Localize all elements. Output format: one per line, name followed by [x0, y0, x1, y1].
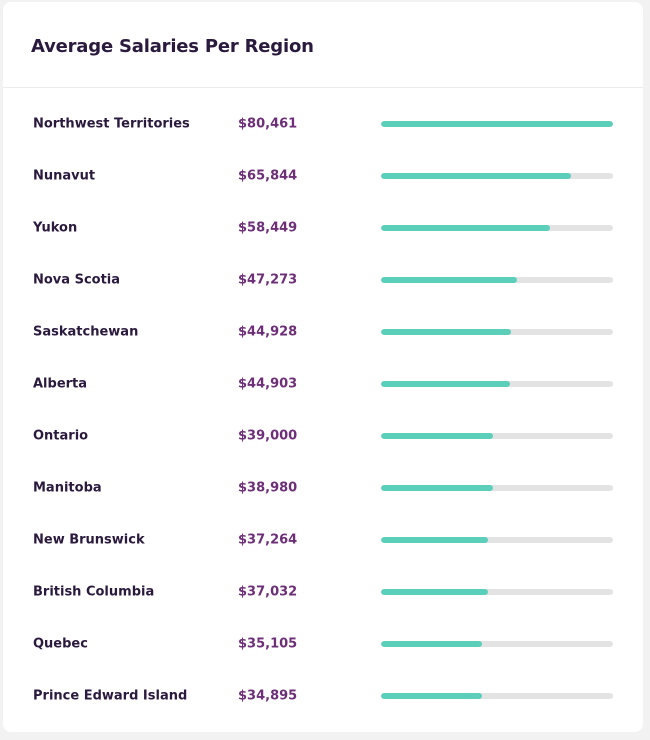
salary-bar-track: [381, 173, 613, 179]
salary-row: Northwest Territories $80,461: [3, 98, 643, 150]
salary-value: $44,928: [238, 324, 298, 340]
card-header: Average Salaries Per Region: [3, 2, 643, 88]
region-label: Nunavut: [33, 168, 96, 184]
salary-bar: [381, 173, 571, 179]
salary-bar: [381, 589, 488, 595]
salary-bar: [381, 537, 489, 543]
salary-value: $34,895: [238, 688, 298, 704]
salary-bar: [381, 381, 511, 387]
salary-row: Prince Edward Island $34,895: [3, 670, 643, 722]
salary-value: $80,461: [238, 116, 298, 132]
region-label: Nova Scotia: [33, 272, 121, 288]
salary-bar: [381, 329, 511, 335]
region-label: Northwest Territories: [33, 116, 190, 132]
salary-row: Yukon $58,449: [3, 202, 643, 254]
region-label: Saskatchewan: [33, 324, 139, 340]
salary-bar-track: [381, 537, 613, 543]
salary-value: $65,844: [238, 168, 298, 184]
salary-bar-track: [381, 589, 613, 595]
salary-row: Nova Scotia $47,273: [3, 254, 643, 306]
region-label: Yukon: [33, 220, 78, 236]
salary-value: $37,264: [238, 532, 298, 548]
salary-row: Alberta $44,903: [3, 358, 643, 410]
region-label: Quebec: [33, 636, 88, 652]
salary-bar-track: [381, 277, 613, 283]
region-label: New Brunswick: [33, 532, 145, 548]
salary-bar-track: [381, 121, 613, 127]
salary-bar-track: [381, 641, 613, 647]
salary-row: Saskatchewan $44,928: [3, 306, 643, 358]
salary-bar-track: [381, 693, 613, 699]
salary-bar: [381, 485, 494, 491]
region-label: Ontario: [33, 428, 89, 444]
salary-list: Northwest Territories $80,461 Nunavut $65,8…: [3, 98, 643, 722]
region-label: Prince Edward Island: [33, 688, 188, 704]
salary-bar-track: [381, 485, 613, 491]
salary-value: $39,000: [238, 428, 298, 444]
salary-value: $44,903: [238, 376, 298, 392]
region-label: Manitoba: [33, 480, 102, 496]
salary-row: Manitoba $38,980: [3, 462, 643, 514]
salary-bar: [381, 641, 483, 647]
salary-bar: [381, 433, 494, 439]
salary-bar: [381, 121, 613, 127]
salary-row: Quebec $35,105: [3, 618, 643, 670]
salary-bar-track: [381, 329, 613, 335]
salary-bar-track: [381, 225, 613, 231]
salary-row: New Brunswick $37,264: [3, 514, 643, 566]
card-title: Average Salaries Per Region: [31, 36, 314, 57]
salary-row: Nunavut $65,844: [3, 150, 643, 202]
salary-bar: [381, 277, 518, 283]
region-label: Alberta: [33, 376, 88, 392]
salary-row: Ontario $39,000: [3, 410, 643, 462]
salary-bar-track: [381, 433, 613, 439]
salary-value: $38,980: [238, 480, 298, 496]
salary-bar: [381, 693, 482, 699]
salary-row: British Columbia $37,032: [3, 566, 643, 618]
salary-bar-track: [381, 381, 613, 387]
salary-value: $58,449: [238, 220, 298, 236]
salary-value: $47,273: [238, 272, 298, 288]
region-label: British Columbia: [33, 584, 155, 600]
salary-card: Average Salaries Per Region Northwest Te…: [3, 2, 643, 732]
salary-value: $37,032: [238, 584, 298, 600]
salary-value: $35,105: [238, 636, 298, 652]
salary-bar: [381, 225, 550, 231]
